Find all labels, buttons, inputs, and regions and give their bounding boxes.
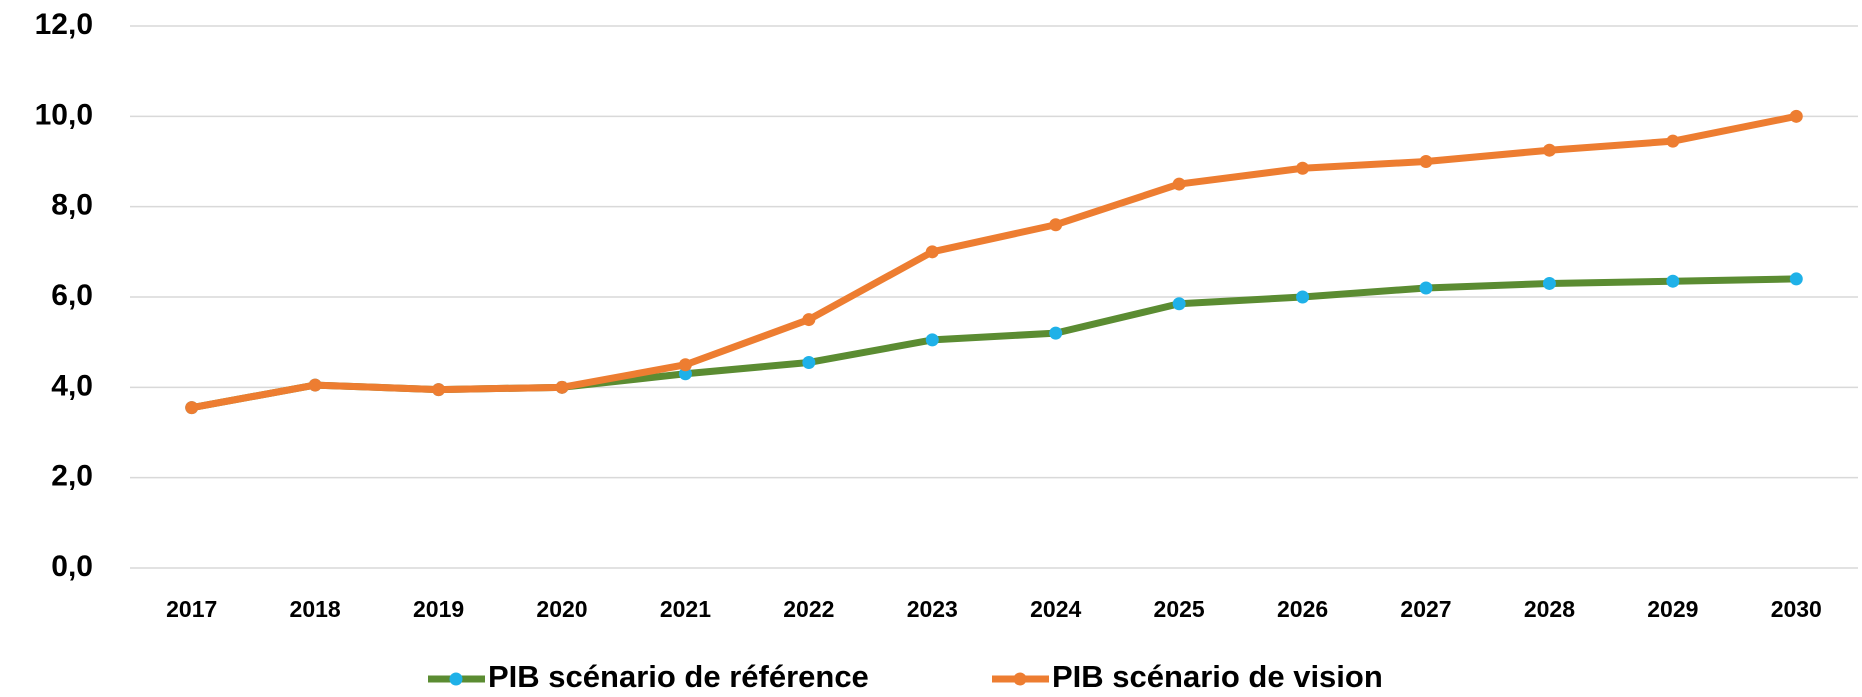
- legend-label: PIB scénario de vision: [1052, 659, 1383, 694]
- y-tick-label: 12,0: [35, 8, 93, 41]
- data-point: [1049, 218, 1062, 231]
- series-line: [192, 116, 1797, 407]
- x-tick-label: 2025: [1154, 596, 1205, 622]
- x-tick-label: 2019: [413, 596, 464, 622]
- x-tick-label: 2026: [1277, 596, 1328, 622]
- data-point: [1790, 272, 1803, 285]
- data-point: [432, 383, 445, 396]
- legend-marker: [1014, 673, 1027, 686]
- data-point: [1666, 275, 1679, 288]
- x-tick-label: 2018: [290, 596, 341, 622]
- data-point: [1543, 277, 1556, 290]
- page: {"chart_data": { "type": "line", "catego…: [0, 0, 1862, 697]
- data-point: [1173, 178, 1186, 191]
- x-tick-label: 2027: [1400, 596, 1451, 622]
- data-point: [1420, 155, 1433, 168]
- data-point: [802, 356, 815, 369]
- x-tick-label: 2020: [536, 596, 587, 622]
- y-tick-label: 0,0: [51, 550, 93, 583]
- legend-label: PIB scénario de référence: [488, 659, 869, 694]
- x-tick-label: 2023: [907, 596, 958, 622]
- data-point: [926, 333, 939, 346]
- data-point: [1420, 281, 1433, 294]
- data-point: [1666, 135, 1679, 148]
- data-point: [802, 313, 815, 326]
- x-tick-label: 2029: [1647, 596, 1698, 622]
- x-tick-label: 2028: [1524, 596, 1575, 622]
- y-tick-label: 4,0: [51, 369, 93, 402]
- x-tick-label: 2024: [1030, 596, 1081, 622]
- data-point: [1296, 162, 1309, 175]
- y-tick-label: 10,0: [35, 98, 93, 131]
- legend-marker: [450, 673, 463, 686]
- data-point: [1049, 327, 1062, 340]
- data-point: [1543, 144, 1556, 157]
- data-point: [926, 245, 939, 258]
- x-tick-label: 2017: [166, 596, 217, 622]
- data-point: [1790, 110, 1803, 123]
- x-tick-label: 2022: [783, 596, 834, 622]
- data-point: [556, 381, 569, 394]
- y-tick-label: 2,0: [51, 460, 93, 493]
- data-point: [679, 358, 692, 371]
- y-tick-label: 6,0: [51, 279, 93, 312]
- data-point: [185, 401, 198, 414]
- data-point: [1173, 297, 1186, 310]
- x-tick-label: 2021: [660, 596, 711, 622]
- chart: 0,0 2,0 4,0 6,0 8,0 10,0 12,0 2017 2018 2019 2020 2…: [0, 0, 1862, 697]
- y-tick-label: 8,0: [51, 189, 93, 222]
- data-point: [1296, 291, 1309, 304]
- x-tick-label: 2030: [1771, 596, 1822, 622]
- data-point: [309, 379, 322, 392]
